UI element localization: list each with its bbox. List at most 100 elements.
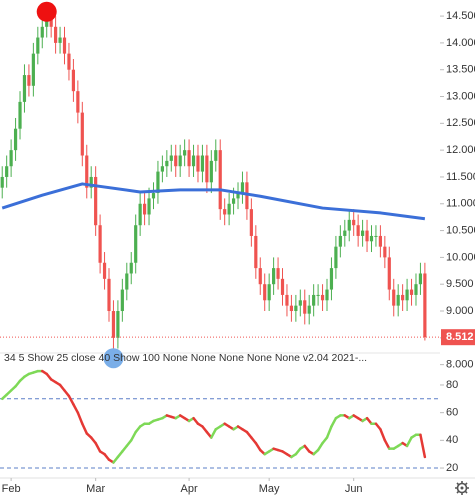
candle-body — [209, 160, 213, 183]
y-tick-label: 8.000 — [446, 359, 474, 371]
oscillator-segment — [210, 428, 218, 439]
oscillator-segment — [94, 441, 102, 453]
oscillator-segment — [405, 436, 413, 448]
candle-body — [18, 101, 22, 129]
candle-body — [187, 150, 191, 167]
candle-body — [272, 268, 276, 285]
candle-body — [13, 128, 18, 151]
candle-body — [151, 193, 156, 199]
y-tick-label: 9.500 — [446, 278, 474, 290]
candle-body — [254, 235, 258, 269]
candle-body — [200, 155, 205, 172]
signal-marker — [103, 348, 124, 369]
candle-body — [374, 235, 378, 237]
candle-body — [418, 273, 423, 285]
candle-body — [120, 289, 124, 312]
candle-body — [347, 219, 351, 231]
candle-body — [111, 311, 116, 338]
candle-body — [134, 225, 138, 263]
candle-body — [365, 230, 369, 242]
moving-average — [1, 182, 426, 221]
candle-body — [138, 203, 142, 226]
candle-body — [320, 294, 325, 301]
y-tick-label: 9.000 — [446, 305, 474, 317]
candle-body — [343, 230, 347, 236]
candle-body — [40, 26, 44, 38]
candle-body — [369, 235, 374, 242]
candle-body — [58, 37, 62, 43]
y-tick-label: 13.500 — [446, 64, 475, 76]
y-tick-label: 20 — [446, 462, 458, 474]
candle-body — [312, 294, 316, 306]
candle-body — [236, 193, 240, 199]
candle-body — [142, 203, 147, 215]
candle-body — [102, 262, 107, 279]
candle-body — [94, 176, 98, 226]
x-tick-label: Mar — [86, 483, 105, 495]
candle-body — [383, 246, 387, 258]
candle-body — [303, 300, 307, 314]
candle-body — [62, 37, 67, 54]
candle-body — [423, 273, 427, 338]
candle-body — [107, 278, 111, 312]
candle-body — [387, 257, 391, 290]
candle-body — [36, 37, 40, 54]
candle-body — [396, 294, 400, 306]
x-tick-label: May — [259, 483, 280, 495]
candle-body — [22, 75, 27, 102]
candle-body — [191, 155, 196, 167]
candle-body — [392, 289, 396, 306]
x-tick-label: Apr — [181, 483, 198, 495]
y-tick-label: 60 — [446, 407, 458, 419]
candle-body — [147, 198, 151, 215]
candle-body — [5, 166, 9, 177]
candle-body — [76, 91, 80, 113]
y-tick-label: 12.500 — [446, 117, 475, 129]
candle-body — [218, 150, 222, 210]
candle-body — [205, 155, 209, 183]
candle-body — [165, 160, 169, 167]
y-tick-label: 10.500 — [446, 224, 475, 236]
candle-body — [409, 289, 414, 295]
oscillator-segment — [72, 403, 80, 414]
candle-body — [263, 284, 267, 301]
last-price-label: 8.512 — [446, 331, 474, 343]
y-tick-label: 13.000 — [446, 90, 475, 102]
candle-body — [329, 268, 334, 290]
candle-body — [183, 150, 187, 156]
candle-body — [223, 209, 227, 215]
candle-body — [125, 273, 129, 290]
candle-body — [414, 284, 418, 295]
oscillator-segment — [67, 394, 75, 406]
settings-icon[interactable] — [455, 481, 469, 495]
candle-body — [316, 294, 320, 296]
candle-body — [174, 155, 178, 167]
candle-body — [280, 278, 285, 295]
candle-body — [289, 305, 294, 312]
candle-body — [325, 289, 329, 301]
y-tick-label: 11.000 — [446, 198, 475, 210]
candle-body — [338, 235, 342, 247]
candle-body — [240, 182, 245, 194]
y-tick-label: 11.500 — [446, 171, 475, 183]
candle-body — [214, 150, 218, 161]
candle-body — [98, 225, 102, 263]
oscillator-segment — [316, 441, 324, 452]
candle-body — [169, 155, 173, 161]
candle-body — [249, 209, 253, 236]
y-tick-label: 80 — [446, 379, 458, 391]
candle-body — [356, 225, 360, 236]
oscillator-segment — [129, 430, 137, 442]
candle-body — [0, 176, 4, 188]
oscillator-segment — [254, 441, 262, 452]
candle-body — [298, 300, 302, 306]
candle-body — [129, 262, 133, 274]
y-tick-label: 14.500 — [446, 10, 475, 22]
candle-body — [227, 203, 231, 215]
candle-body — [276, 268, 280, 279]
candle-body — [27, 75, 31, 86]
candle-body — [285, 294, 289, 306]
last-price-box — [441, 329, 475, 346]
candle-body — [89, 176, 93, 188]
